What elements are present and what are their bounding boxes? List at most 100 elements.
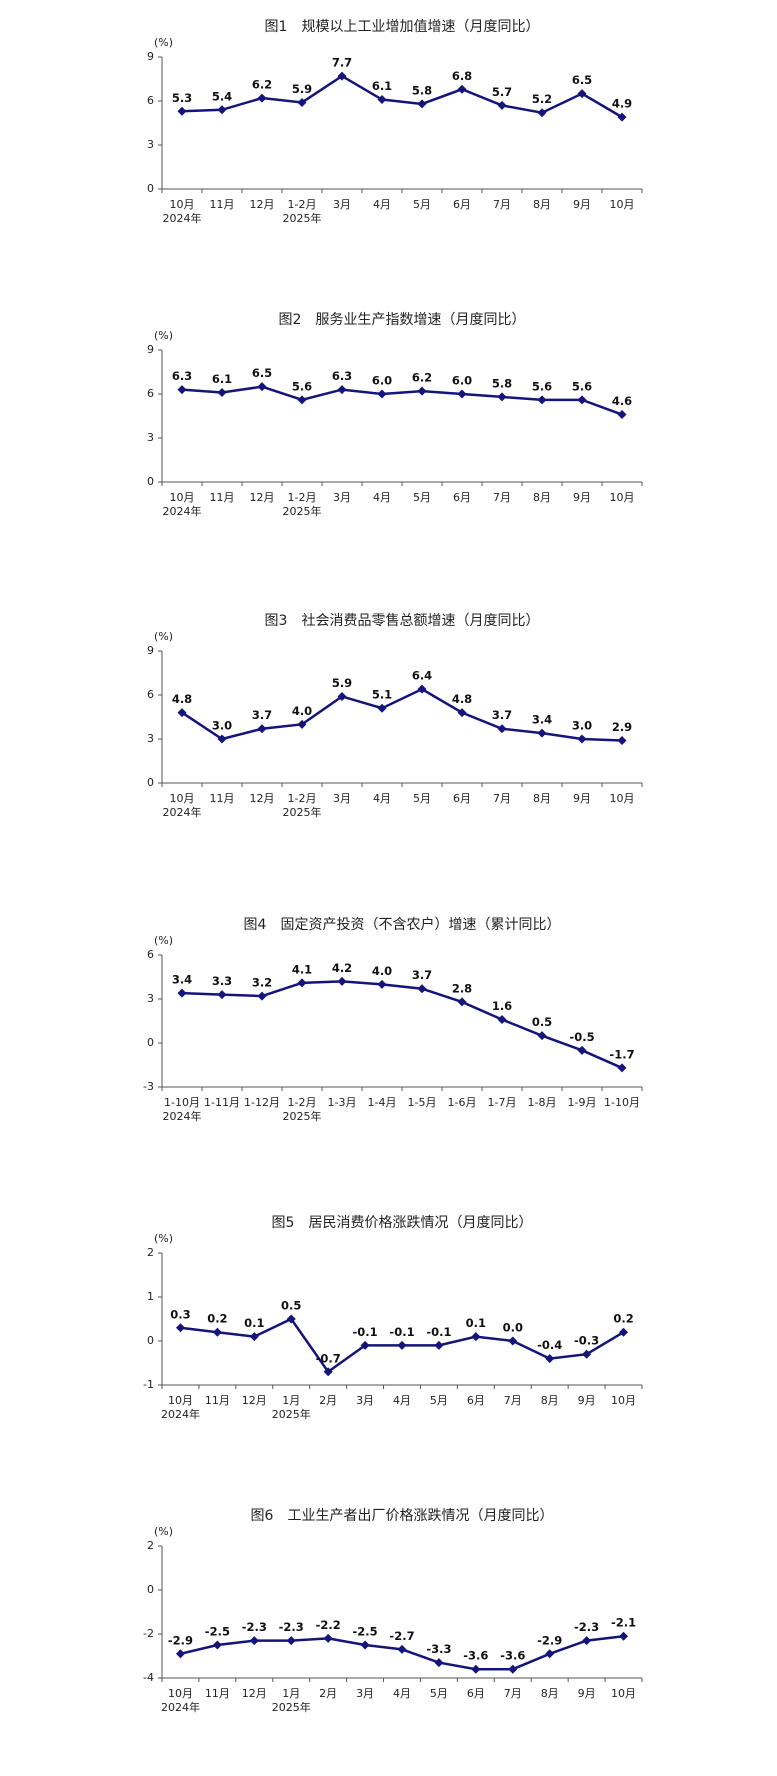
x-tick-label: 10月: [170, 792, 195, 805]
x-tick-label: 3月: [356, 1394, 374, 1407]
value-label: -0.4: [537, 1338, 562, 1352]
data-point: [457, 389, 467, 399]
y-tick-label: 3: [147, 431, 154, 444]
x-tick-label: 5月: [413, 198, 431, 211]
x-tick-label: 7月: [493, 491, 511, 504]
value-label: 5.8: [412, 83, 432, 97]
value-label: 5.9: [332, 676, 352, 690]
x-tick-label: 1月: [282, 1394, 300, 1407]
value-label: -2.9: [168, 1633, 193, 1647]
x-tick-label: 1-2月: [288, 1096, 317, 1109]
x-tick-label: 1-10月: [604, 1096, 640, 1109]
x-tick-label: 1-2月: [288, 198, 317, 211]
data-point: [471, 1332, 481, 1342]
value-label: 5.6: [292, 379, 312, 393]
value-label: 5.8: [492, 376, 512, 390]
x-tick-label: 3月: [333, 491, 351, 504]
data-point: [212, 1327, 222, 1337]
x-tick-label: 4月: [393, 1394, 411, 1407]
data-point: [337, 71, 347, 81]
x-tick-label: 10月: [610, 792, 635, 805]
y-tick-label: 3: [147, 992, 154, 1005]
y-tick-label: -1: [143, 1378, 154, 1391]
value-label: 5.4: [212, 89, 232, 103]
y-tick-label: 9: [147, 644, 154, 657]
data-point: [323, 1633, 333, 1643]
data-point: [497, 724, 507, 734]
unit-label: (%): [154, 1525, 173, 1538]
value-label: 4.8: [452, 692, 472, 706]
y-tick-label: 2: [147, 1539, 154, 1552]
data-point: [508, 1336, 518, 1346]
value-label: 4.8: [172, 692, 192, 706]
value-label: 7.7: [332, 56, 352, 70]
data-point: [397, 1644, 407, 1654]
x-tick-label: 11月: [210, 792, 235, 805]
x-tick-label: 9月: [578, 1687, 596, 1700]
value-label: 6.8: [452, 69, 472, 83]
x-tick-label: 10月: [610, 198, 635, 211]
data-point: [417, 386, 427, 396]
x-sub-label: 2025年: [283, 1109, 322, 1123]
data-point: [297, 97, 307, 107]
data-point: [582, 1349, 592, 1359]
value-label: 0.2: [613, 1312, 633, 1326]
data-point: [297, 395, 307, 405]
y-tick-label: 0: [147, 182, 154, 195]
value-label: 6.5: [252, 366, 272, 380]
x-sub-label: 2024年: [161, 1407, 200, 1421]
value-label: 3.4: [532, 713, 552, 727]
value-label: 4.1: [292, 962, 312, 976]
x-tick-label: 11月: [210, 491, 235, 504]
x-tick-label: 12月: [242, 1394, 267, 1407]
x-tick-label: 4月: [393, 1687, 411, 1700]
data-point: [257, 724, 267, 734]
x-tick-label: 10月: [168, 1394, 193, 1407]
data-point: [297, 719, 307, 729]
value-label: 0.5: [532, 1015, 552, 1029]
value-label: 6.0: [452, 374, 472, 388]
data-point: [177, 385, 187, 395]
data-point: [577, 395, 587, 405]
unit-label: (%): [154, 1232, 173, 1245]
x-tick-label: 11月: [205, 1394, 230, 1407]
x-sub-label: 2024年: [163, 211, 202, 225]
data-point: [497, 100, 507, 110]
value-label: -2.2: [316, 1618, 341, 1632]
chart-title: 图4 固定资产投资（不含农户）增速（累计同比）: [244, 916, 561, 933]
value-label: 2.9: [612, 720, 632, 734]
data-point: [508, 1664, 518, 1674]
x-tick-label: 5月: [413, 792, 431, 805]
x-tick-label: 12月: [250, 198, 275, 211]
unit-label: (%): [154, 934, 173, 947]
value-label: 0.1: [244, 1316, 264, 1330]
value-label: 5.6: [532, 379, 552, 393]
data-point: [257, 382, 267, 392]
y-tick-label: 3: [147, 138, 154, 151]
data-point: [360, 1340, 370, 1350]
data-point: [457, 708, 467, 718]
data-point: [537, 1031, 547, 1041]
value-label: 6.0: [372, 374, 392, 388]
y-tick-label: -3: [143, 1080, 154, 1093]
value-label: 3.7: [492, 708, 512, 722]
x-sub-label: 2024年: [163, 805, 202, 819]
chart-title: 图6 工业生产者出厂价格涨跌情况（月度同比）: [251, 1508, 554, 1524]
data-point: [177, 708, 187, 718]
value-label: -0.7: [316, 1351, 341, 1365]
x-tick-label: 10月: [168, 1687, 193, 1700]
data-point: [217, 734, 227, 744]
value-label: 5.7: [492, 85, 512, 99]
data-point: [545, 1649, 555, 1659]
value-label: 0.5: [281, 1299, 301, 1313]
data-point: [212, 1640, 222, 1650]
x-tick-label: 1-5月: [408, 1096, 437, 1109]
value-label: 6.2: [252, 78, 272, 92]
x-tick-label: 7月: [504, 1394, 522, 1407]
y-tick-label: 6: [147, 948, 154, 961]
data-point: [434, 1340, 444, 1350]
value-label: 5.3: [172, 91, 192, 105]
value-label: 0.3: [170, 1307, 190, 1321]
value-label: 6.2: [412, 371, 432, 385]
value-label: -2.1: [611, 1616, 636, 1630]
